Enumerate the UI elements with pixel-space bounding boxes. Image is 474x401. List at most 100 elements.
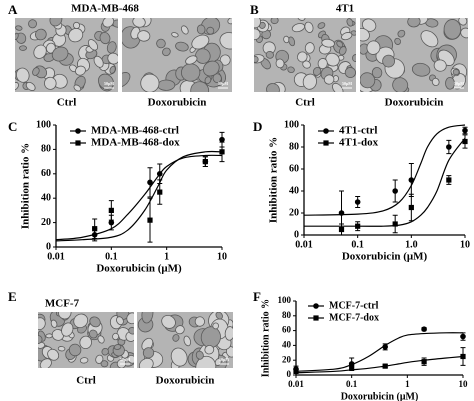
cell: [265, 50, 274, 59]
cell: [431, 77, 440, 87]
data-point: [108, 219, 115, 226]
cell: [332, 82, 344, 92]
cell: [88, 329, 98, 339]
image-caption: Doxorubicin: [385, 97, 444, 109]
y-tick-label: 0: [46, 241, 51, 252]
y-tick-label: 80: [282, 310, 292, 320]
cell: [443, 19, 462, 40]
data-point: [349, 365, 355, 371]
data-point: [219, 149, 225, 155]
cell: [302, 60, 311, 69]
cell: [15, 25, 23, 31]
cell: [50, 319, 58, 328]
cell: [73, 313, 89, 329]
cell: [341, 32, 353, 41]
cell: [73, 84, 82, 92]
y-tick-label: 40: [282, 339, 292, 349]
legend-label: MCF-7-dox: [329, 312, 379, 323]
cell: [49, 18, 63, 27]
cell: [107, 52, 118, 65]
cell: [397, 29, 406, 38]
cell: [321, 38, 335, 48]
x-axis-label: Doxorubicin (μM): [96, 263, 182, 275]
cell: [317, 58, 328, 70]
y-tick-label: 100: [36, 119, 51, 130]
micrograph: [38, 312, 134, 368]
legend-marker: [75, 140, 81, 146]
cell: [262, 41, 276, 55]
cell: [346, 18, 354, 27]
cell: [33, 44, 47, 59]
cell: [126, 312, 134, 325]
cell: [32, 67, 40, 76]
cell: [175, 41, 189, 52]
micrograph: [137, 312, 233, 368]
fit-curve: [55, 154, 223, 241]
data-point: [462, 138, 468, 145]
x-tick-label: 10: [217, 251, 227, 262]
cell: [288, 36, 296, 47]
cell: [35, 28, 47, 41]
data-point: [392, 221, 398, 227]
panel-letter: A: [8, 2, 18, 17]
cell: [224, 326, 233, 341]
cell: [382, 54, 395, 68]
cell: [97, 335, 105, 344]
cell: [51, 329, 65, 341]
data-point: [202, 159, 208, 165]
cell: [15, 32, 19, 40]
cell: [297, 51, 308, 63]
panel-letter: D: [253, 119, 262, 134]
cell: [190, 81, 210, 92]
y-axis-label: Inhibition ratio %: [20, 143, 32, 229]
cell: [196, 24, 206, 35]
cell: [109, 65, 116, 74]
cell: [18, 45, 28, 51]
cell: [191, 34, 210, 50]
cell: [171, 32, 179, 38]
cell: [68, 27, 84, 43]
y-axis-label: Inhibition ratio %: [268, 137, 280, 223]
micrograph: [15, 18, 118, 92]
cell: [458, 18, 468, 26]
cell: [312, 66, 322, 76]
cell: [350, 30, 356, 36]
data-point: [382, 344, 388, 350]
cell: [194, 316, 206, 327]
cell: [45, 333, 53, 339]
cell: [38, 317, 46, 331]
scale-label: 50μM: [219, 357, 229, 362]
cell: [172, 334, 180, 342]
y-tick-label: 20: [41, 217, 51, 228]
cell: [101, 347, 109, 356]
cell: [420, 30, 439, 48]
legend-label: MDA-MB-468-ctrl: [91, 125, 179, 137]
cell: [15, 82, 19, 91]
scale-label: 50μM: [342, 81, 352, 86]
cell: [323, 74, 335, 85]
cell: [219, 54, 231, 66]
cell: [57, 346, 66, 352]
cell: [87, 39, 99, 51]
fit-curve: [304, 137, 466, 227]
data-point: [446, 144, 452, 150]
cell: [74, 65, 86, 76]
x-tick-label: 10: [459, 379, 469, 389]
x-tick-label: 0.01: [295, 239, 313, 250]
cell: [433, 59, 447, 72]
cell: [180, 25, 189, 35]
cell: [202, 60, 220, 77]
cell: [95, 354, 104, 364]
data-point: [354, 199, 361, 205]
x-tick-label: 0.01: [288, 379, 304, 389]
cell: [138, 358, 154, 368]
x-tick-label: 1.0: [405, 239, 418, 250]
cell: [79, 335, 92, 350]
cell: [339, 46, 347, 56]
image-title: 4T1: [336, 3, 354, 15]
panel-letter: F: [253, 289, 261, 304]
data-point: [147, 217, 153, 223]
data-point: [293, 368, 299, 374]
cell: [287, 66, 295, 74]
image-caption: Ctrl: [295, 97, 315, 109]
